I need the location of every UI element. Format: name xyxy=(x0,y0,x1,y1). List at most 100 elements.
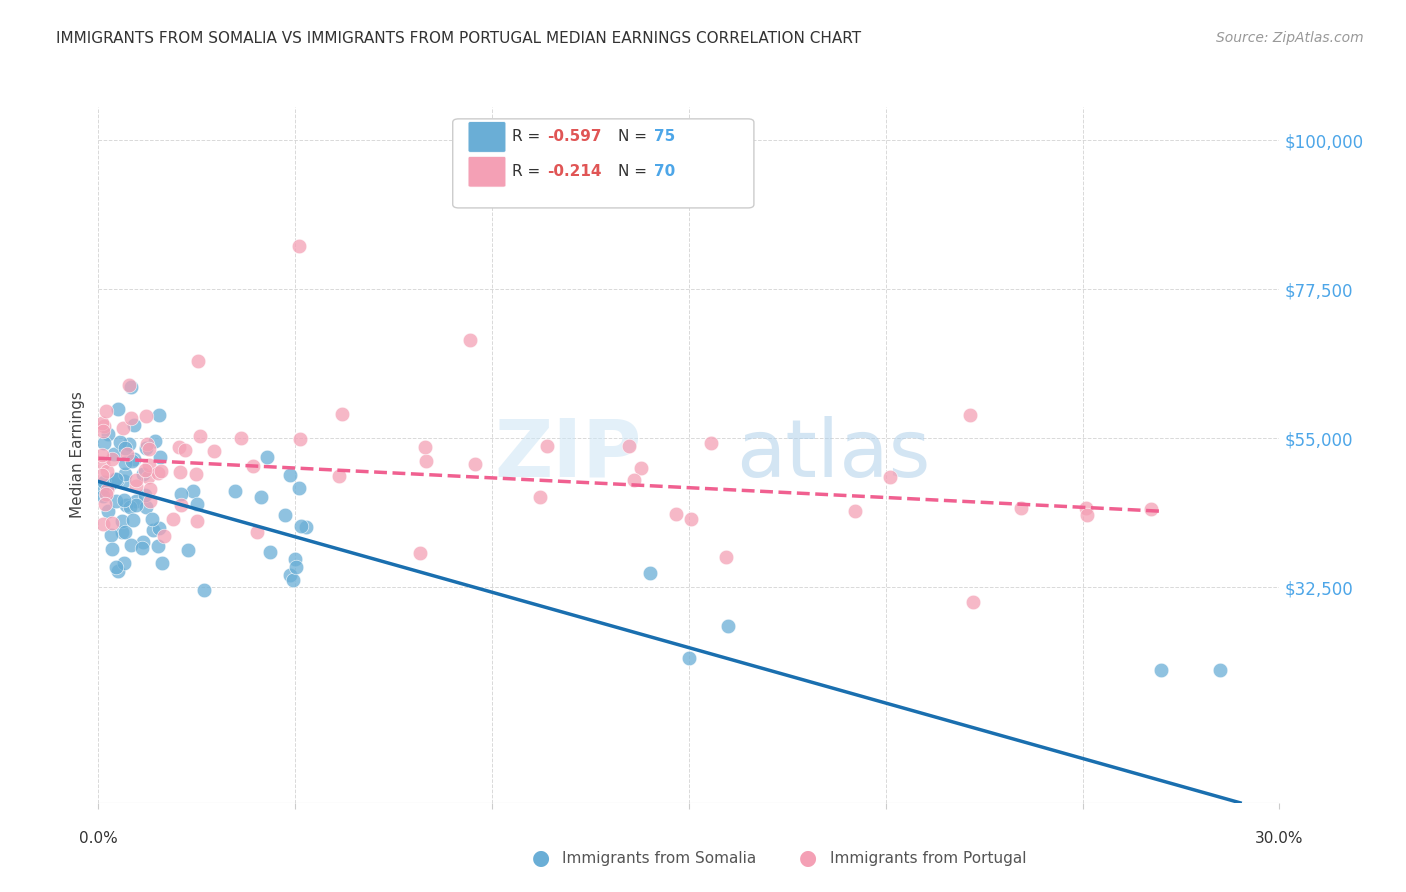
Point xyxy=(249,490,271,504)
Point xyxy=(278,467,301,482)
Point xyxy=(118,500,141,515)
Point xyxy=(328,468,350,483)
Text: Source: ZipAtlas.com: Source: ZipAtlas.com xyxy=(1216,31,1364,45)
Point xyxy=(183,484,205,499)
Point xyxy=(1209,663,1232,677)
Point xyxy=(167,440,190,454)
Point xyxy=(290,518,312,533)
Point xyxy=(122,418,145,433)
Point xyxy=(1074,500,1097,515)
Point xyxy=(118,437,141,451)
Point xyxy=(96,464,118,478)
Point xyxy=(879,470,901,484)
Point xyxy=(174,442,197,457)
FancyBboxPatch shape xyxy=(453,119,754,208)
Point xyxy=(409,546,432,560)
Point xyxy=(229,432,252,446)
Point xyxy=(188,429,211,443)
Point xyxy=(120,380,142,394)
Point xyxy=(623,473,645,487)
Point xyxy=(122,452,145,467)
Point xyxy=(107,402,129,417)
Text: R =: R = xyxy=(512,164,546,179)
Text: Immigrants from Portugal: Immigrants from Portugal xyxy=(830,851,1026,865)
Point xyxy=(139,494,162,508)
Point xyxy=(108,434,131,449)
Point xyxy=(121,454,143,468)
Point xyxy=(170,498,193,512)
Point xyxy=(1011,501,1033,516)
Point xyxy=(136,470,159,484)
Point xyxy=(202,444,225,458)
Point xyxy=(120,411,142,425)
Text: ●: ● xyxy=(800,848,817,868)
Point xyxy=(186,497,208,511)
Point xyxy=(1140,502,1163,516)
Point xyxy=(284,552,307,566)
Point xyxy=(246,524,269,539)
Point xyxy=(93,517,115,532)
Point xyxy=(284,560,307,574)
Point xyxy=(114,456,136,470)
Text: N =: N = xyxy=(619,129,652,145)
Text: R =: R = xyxy=(512,129,546,145)
Point xyxy=(107,565,129,579)
Point xyxy=(290,432,312,446)
Point xyxy=(458,333,481,347)
Point xyxy=(135,500,157,515)
Point xyxy=(112,556,135,570)
Point xyxy=(529,490,551,504)
Point xyxy=(464,457,486,471)
Point xyxy=(91,489,114,503)
Point xyxy=(132,535,155,549)
Point xyxy=(120,538,142,552)
Point xyxy=(149,450,172,465)
Point xyxy=(294,520,316,534)
Point xyxy=(148,521,170,535)
Point xyxy=(112,474,135,488)
Text: -0.597: -0.597 xyxy=(547,129,602,145)
Text: Immigrants from Somalia: Immigrants from Somalia xyxy=(562,851,756,865)
Point xyxy=(100,476,122,491)
Point xyxy=(638,566,661,580)
Point xyxy=(717,619,740,633)
Point xyxy=(93,475,115,489)
Point xyxy=(91,417,114,431)
Point xyxy=(114,467,136,481)
Point xyxy=(93,418,115,433)
Point xyxy=(256,450,278,465)
Point xyxy=(134,488,156,502)
Point xyxy=(148,409,170,423)
Point xyxy=(105,494,128,508)
Text: 0.0%: 0.0% xyxy=(79,830,118,846)
Point xyxy=(681,512,703,526)
Point xyxy=(187,354,209,368)
Point xyxy=(125,478,148,492)
Point xyxy=(169,465,191,479)
Point xyxy=(111,524,134,539)
Point xyxy=(962,595,984,609)
Point xyxy=(117,378,139,392)
Point xyxy=(162,512,184,526)
Point xyxy=(91,448,114,462)
Point xyxy=(139,482,162,496)
Point xyxy=(193,582,215,597)
Point xyxy=(111,515,134,529)
Y-axis label: Median Earnings: Median Earnings xyxy=(70,392,86,518)
Point xyxy=(136,436,159,450)
Point xyxy=(114,524,136,539)
Point xyxy=(91,456,114,470)
Text: 70: 70 xyxy=(654,164,675,179)
Point xyxy=(91,424,114,438)
Point xyxy=(114,441,136,455)
Point xyxy=(97,427,120,442)
Point xyxy=(101,516,124,530)
Text: 75: 75 xyxy=(654,129,675,145)
Point xyxy=(105,473,128,487)
Point xyxy=(103,447,125,461)
Point xyxy=(287,239,309,253)
Point xyxy=(131,541,153,556)
Point xyxy=(134,462,156,476)
Point xyxy=(259,544,281,558)
Point xyxy=(678,651,700,665)
